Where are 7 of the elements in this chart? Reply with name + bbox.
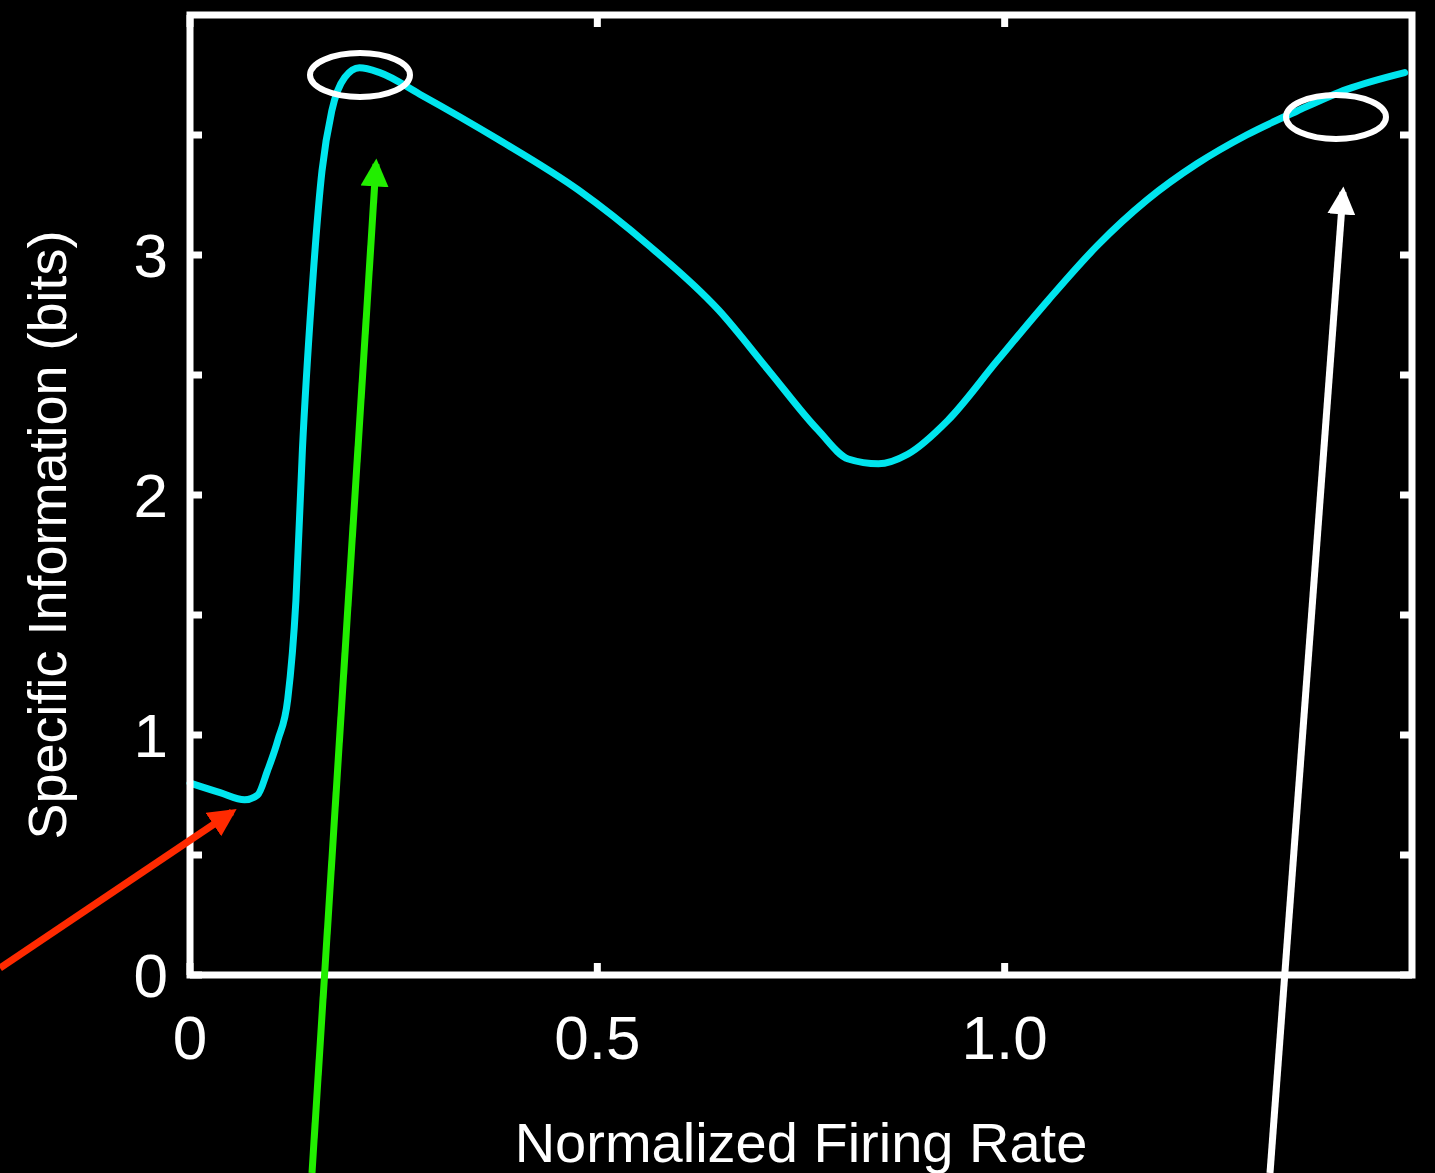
y-axis-title: Specific Information (bits) (17, 230, 77, 840)
y-tick-label: 2 (133, 460, 168, 530)
y-tick-label: 3 (133, 220, 168, 290)
y-tick-label: 1 (133, 700, 168, 770)
y-tick-label: 0 (133, 940, 168, 1010)
x-tick-label: 0.5 (554, 1003, 641, 1072)
x-tick-label: 1.0 (961, 1003, 1048, 1072)
